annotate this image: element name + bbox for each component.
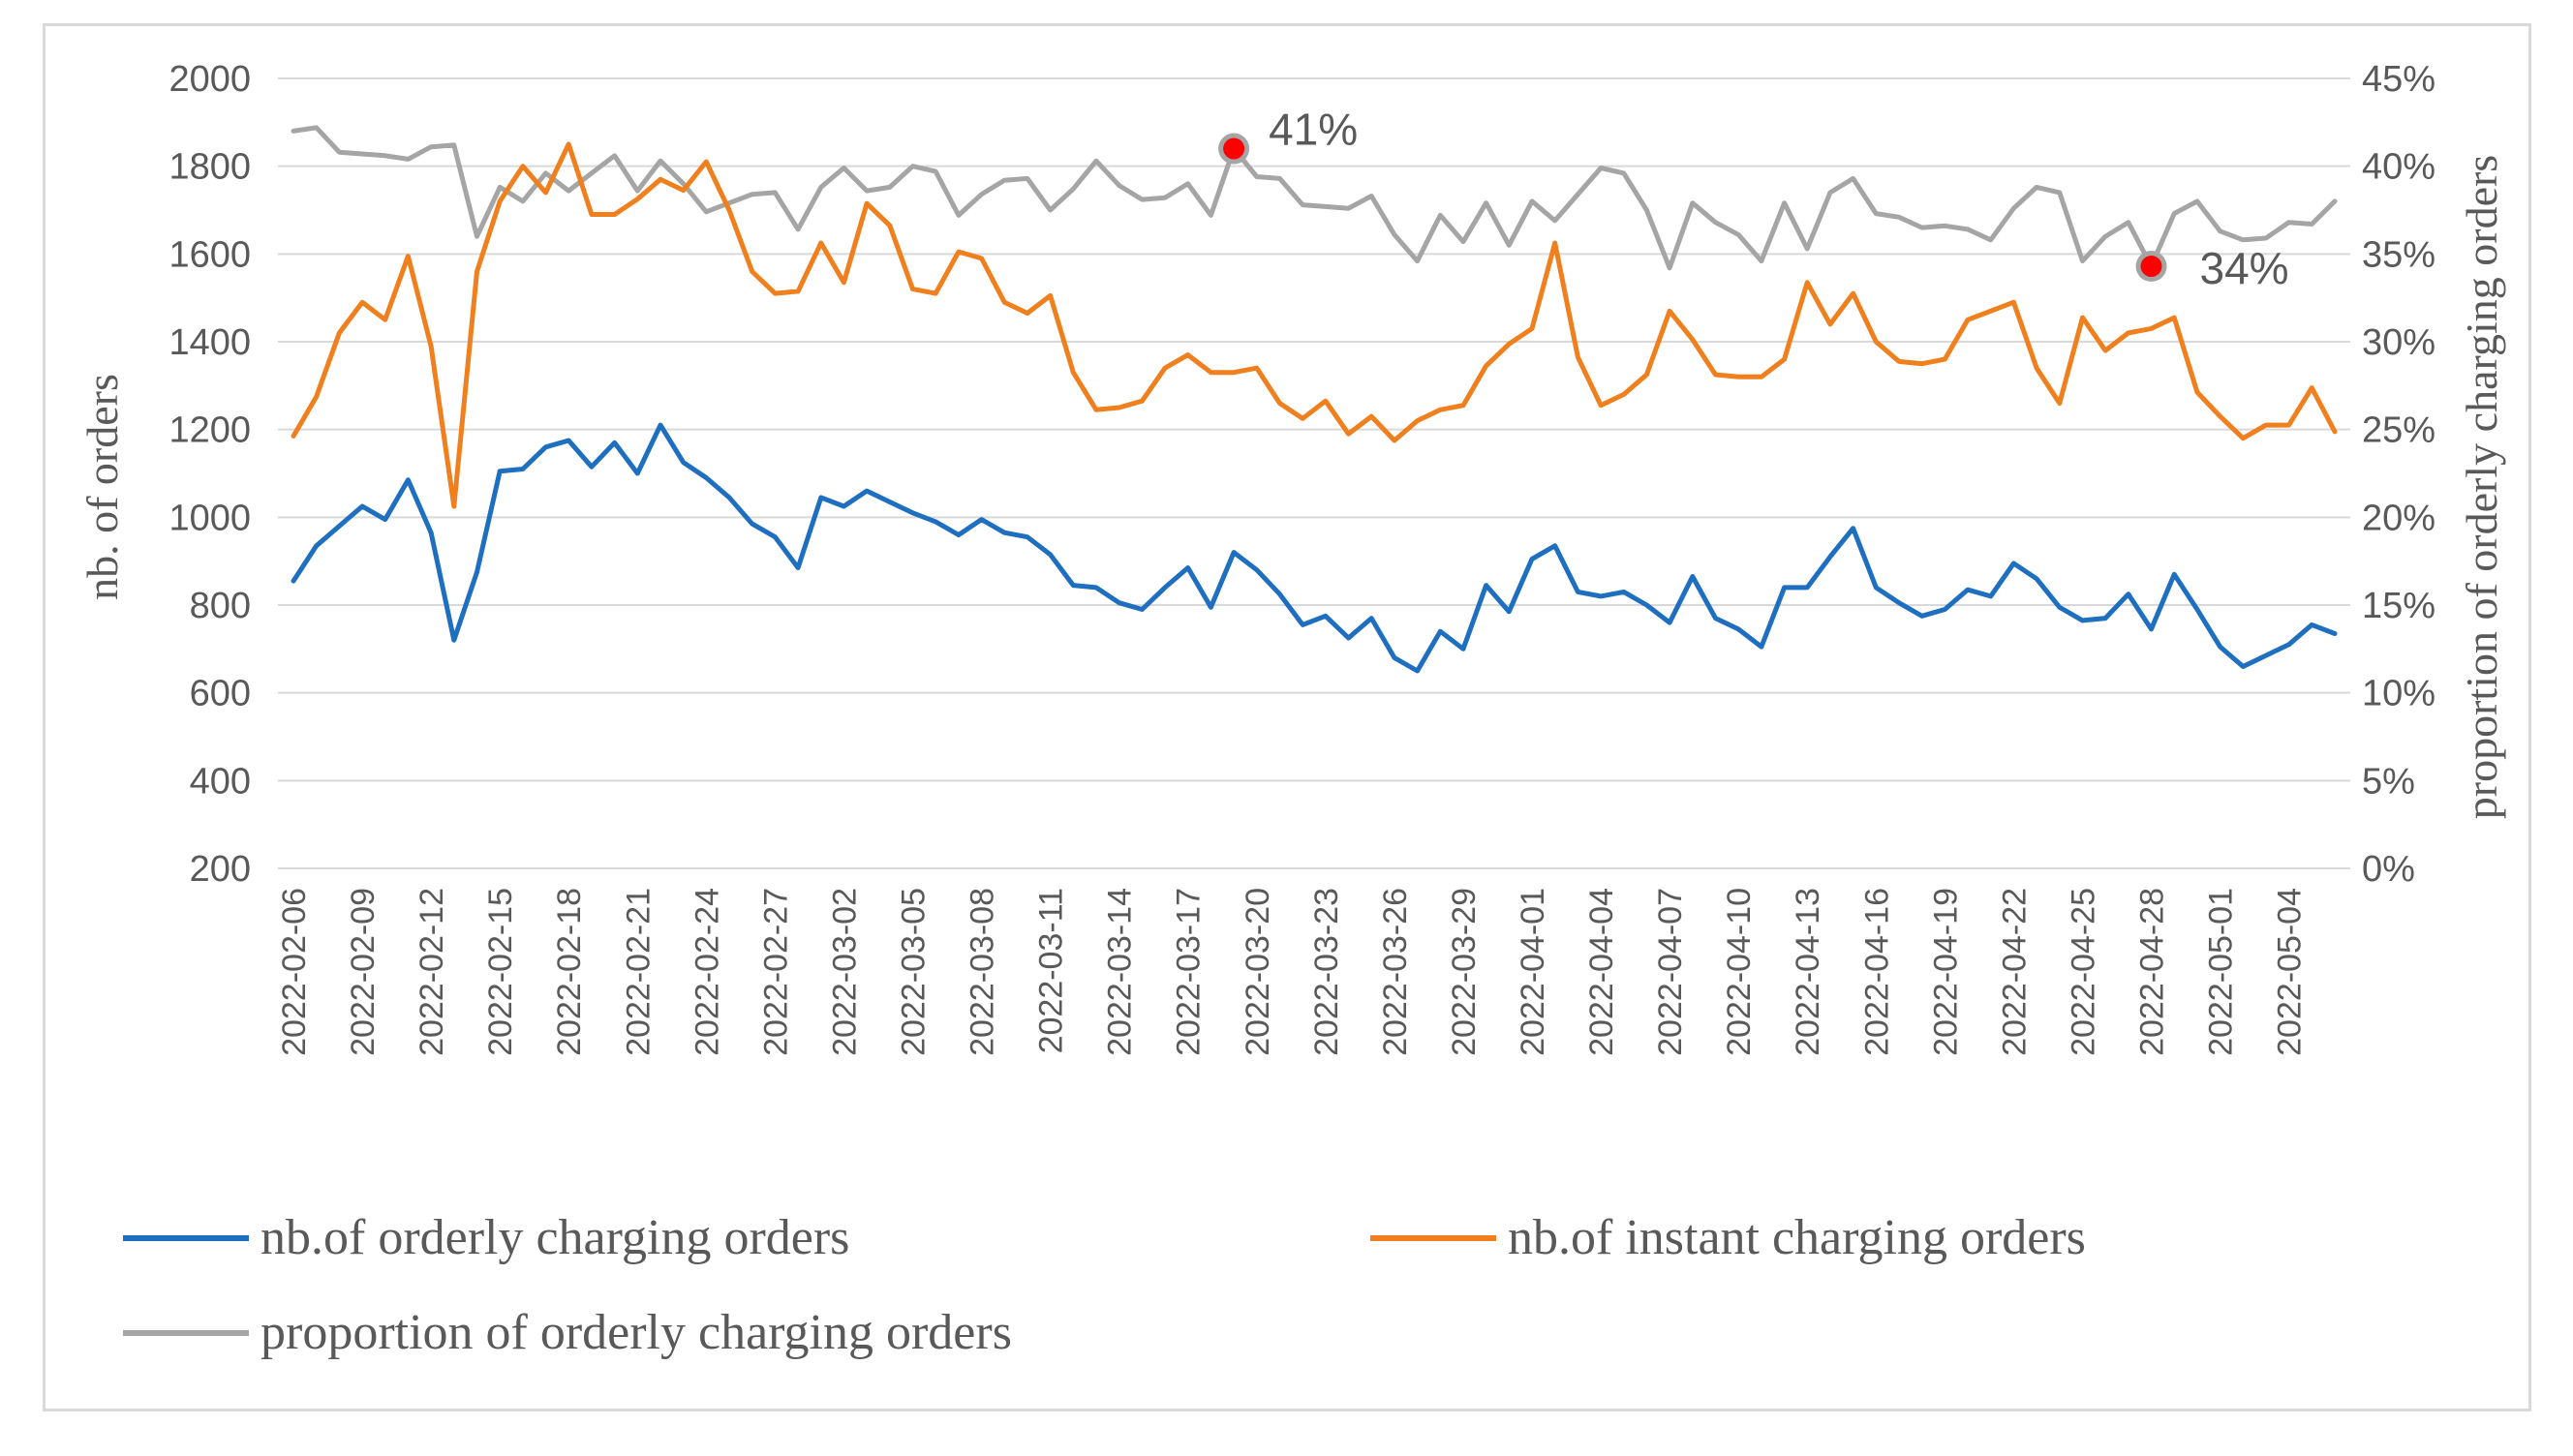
annotation-label: 41% <box>1269 105 1358 155</box>
legend-label: nb.of orderly charging orders <box>260 1210 849 1265</box>
series-line-1 <box>291 422 2338 674</box>
x-tick-label: 2022-02-21 <box>620 888 657 1056</box>
right-axis-title: proportion of orderly charging orders <box>2457 155 2506 819</box>
x-tick-label: 2022-04-28 <box>2134 888 2171 1056</box>
left-tick-label: 800 <box>190 586 251 626</box>
x-tick-label: 2022-05-01 <box>2203 888 2240 1056</box>
x-tick-label: 2022-04-16 <box>1858 888 1895 1056</box>
x-tick-label: 2022-03-20 <box>1240 888 1276 1056</box>
x-tick-label: 2022-04-19 <box>1927 888 1964 1056</box>
x-tick-label: 2022-04-25 <box>2065 888 2101 1056</box>
x-tick-label: 2022-03-11 <box>1033 888 1070 1053</box>
x-tick-label: 2022-02-09 <box>345 888 382 1056</box>
right-tick-label: 25% <box>2362 410 2435 451</box>
annotation-layer: 41% 34% <box>1218 105 2289 293</box>
grid-lines <box>278 77 2350 869</box>
series-line-2 <box>291 141 2338 509</box>
x-tick-label: 2022-04-22 <box>1996 888 2033 1056</box>
left-axis-title: nb. of orders <box>77 374 127 600</box>
left-tick-label: 2000 <box>168 59 251 100</box>
x-tick-label: 2022-03-14 <box>1102 888 1139 1056</box>
series-line-3 <box>291 125 2338 271</box>
x-tick-label: 2022-03-05 <box>896 888 933 1056</box>
x-tick-label: 2022-02-12 <box>414 888 450 1056</box>
x-tick-label: 2022-05-04 <box>2272 888 2309 1056</box>
legend-label: nb.of instant charging orders <box>1508 1210 2086 1265</box>
right-tick-label: 5% <box>2362 761 2415 802</box>
left-tick-label: 400 <box>190 761 251 802</box>
left-tick-label: 1600 <box>168 234 251 275</box>
right-tick-label: 15% <box>2362 586 2435 626</box>
x-tick-label: 2022-02-15 <box>482 888 519 1056</box>
left-tick-label: 1200 <box>168 410 251 451</box>
legend-label: proportion of orderly charging orders <box>260 1305 1012 1360</box>
x-tick-label: 2022-02-06 <box>276 888 313 1056</box>
x-tick-label: 2022-04-01 <box>1515 888 1551 1056</box>
right-tick-label: 40% <box>2362 147 2435 188</box>
right-tick-label: 30% <box>2362 322 2435 363</box>
chart-svg: 2000 1800 1600 1400 1200 1000 800 600 400 200 45%… <box>77 59 2506 1360</box>
x-tick-label: 2022-03-29 <box>1446 888 1483 1056</box>
legend: nb.of orderly charging orders nb.of insta… <box>123 1210 2086 1360</box>
annotation-label: 34% <box>2200 243 2289 293</box>
chart-frame: 2000 1800 1600 1400 1200 1000 800 600 400 200 45%… <box>43 23 2531 1411</box>
x-tick-label: 2022-03-08 <box>965 888 1001 1056</box>
right-tick-label: 10% <box>2362 674 2435 714</box>
right-axis: 45% 40% 35% 30% 25% 20% 15% 10% 5% 0% <box>2362 59 2435 890</box>
x-tick-label: 2022-02-18 <box>551 888 588 1056</box>
x-axis: 2022-02-06 2022-02-09 2022-02-12 2022-02-15… <box>276 888 2309 1056</box>
right-tick-label: 45% <box>2362 59 2435 100</box>
left-tick-label: 1800 <box>168 147 251 188</box>
x-tick-label: 2022-03-17 <box>1171 888 1208 1056</box>
right-tick-label: 20% <box>2362 498 2435 538</box>
series-layer <box>291 125 2338 674</box>
right-tick-label: 35% <box>2362 234 2435 275</box>
x-tick-label: 2022-04-04 <box>1583 888 1620 1056</box>
x-tick-label: 2022-04-10 <box>1721 888 1758 1056</box>
x-tick-label: 2022-04-13 <box>1790 888 1826 1056</box>
x-tick-label: 2022-03-23 <box>1308 888 1345 1056</box>
x-tick-label: 2022-04-07 <box>1652 888 1689 1056</box>
left-tick-label: 600 <box>190 674 251 714</box>
left-tick-label: 1000 <box>168 498 251 538</box>
annotation-marker <box>1223 137 1245 160</box>
left-axis: 2000 1800 1600 1400 1200 1000 800 600 400 200 <box>168 59 251 890</box>
left-tick-label: 1400 <box>168 322 251 363</box>
right-tick-label: 0% <box>2362 849 2415 890</box>
x-tick-label: 2022-02-24 <box>689 888 725 1056</box>
annotation-marker <box>2140 256 2162 278</box>
x-tick-label: 2022-02-27 <box>757 888 794 1056</box>
left-tick-label: 200 <box>190 849 251 890</box>
x-tick-label: 2022-03-26 <box>1377 888 1414 1056</box>
x-tick-label: 2022-03-02 <box>826 888 863 1056</box>
